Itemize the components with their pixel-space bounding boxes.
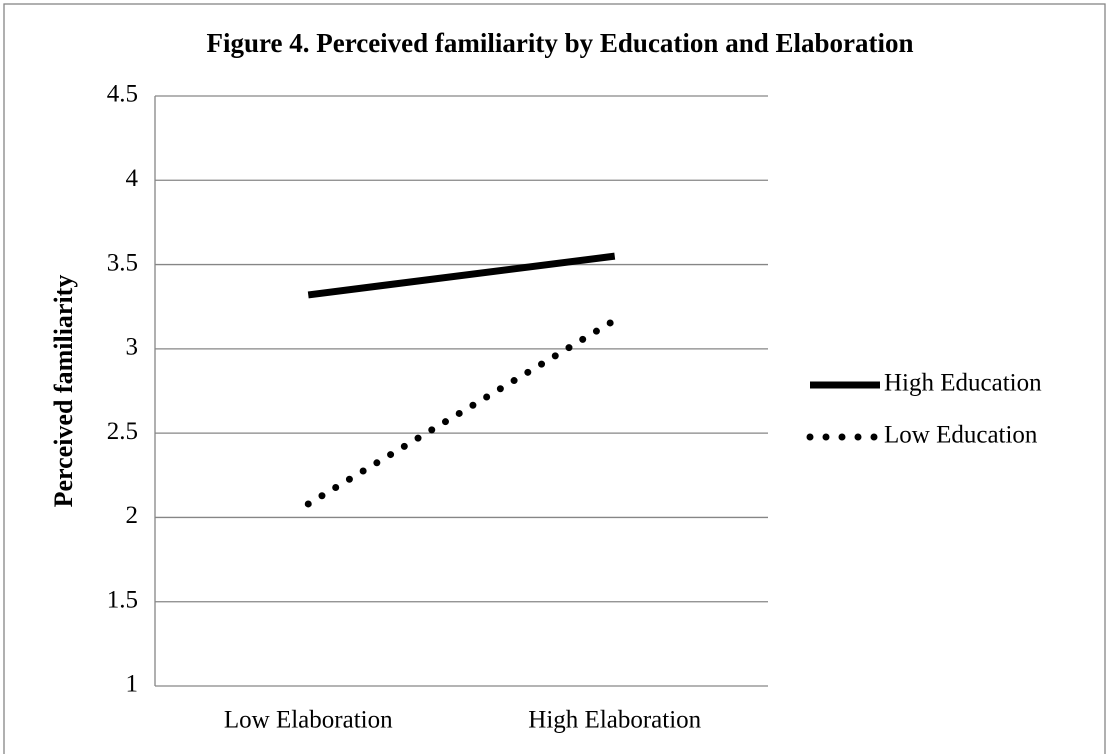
y-tick-label: 4.5 <box>107 81 138 108</box>
legend-label: High Education <box>884 370 1042 397</box>
series-line <box>304 316 619 508</box>
chart-title: Figure 4. Perceived familiarity by Educa… <box>207 28 914 58</box>
x-tick-label: Low Elaboration <box>224 707 393 734</box>
y-tick-label: 1 <box>126 671 139 698</box>
y-tick-label: 2.5 <box>107 418 138 445</box>
legend-label: Low Education <box>884 422 1038 449</box>
y-axis-label: Perceived familiarity <box>49 275 78 508</box>
series-line <box>307 252 616 299</box>
y-tick-label: 4 <box>126 165 139 192</box>
y-tick-label: 3 <box>126 334 139 361</box>
y-tick-label: 1.5 <box>107 586 138 613</box>
y-tick-label: 2 <box>126 502 139 529</box>
chart-border <box>3 3 1106 754</box>
y-tick-label: 3.5 <box>107 249 138 276</box>
x-tick-label: High Elaboration <box>528 707 701 734</box>
